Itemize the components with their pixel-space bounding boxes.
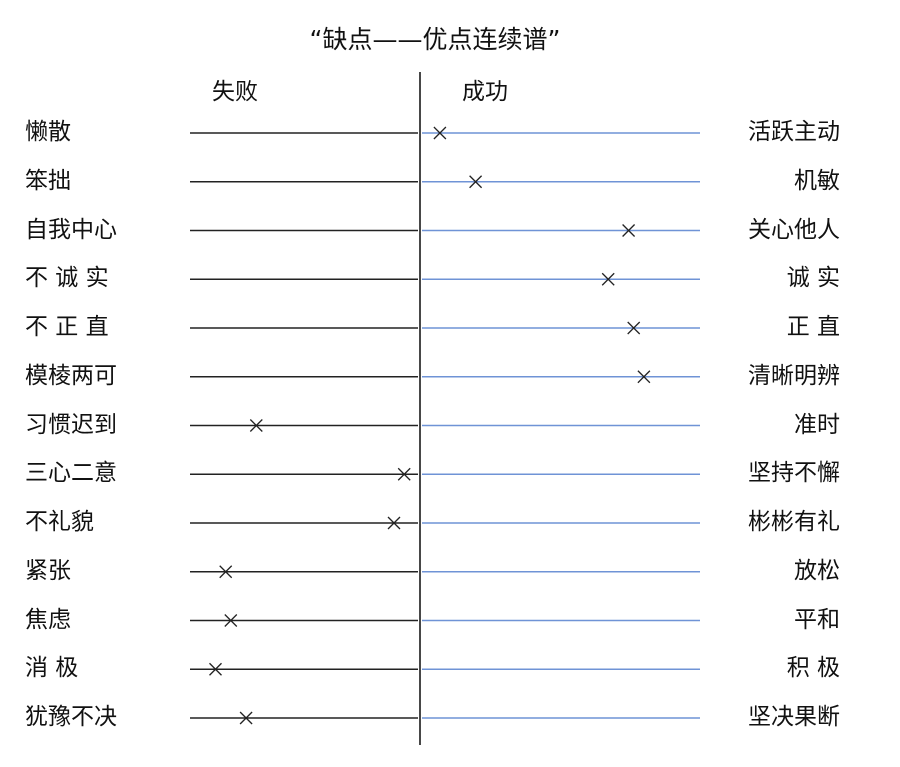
strength-label: 坚持不懈 <box>748 460 840 487</box>
strength-label: 平和 <box>794 606 840 633</box>
weakness-label: 模棱两可 <box>25 362 117 389</box>
strength-label: 关心他人 <box>748 216 840 243</box>
strength-label: 坚决果断 <box>748 704 840 730</box>
diagram-title: “缺点——优点连续谱” <box>309 25 561 54</box>
strength-label: 放松 <box>794 557 840 584</box>
weakness-label: 焦虑 <box>25 606 71 633</box>
x-mark-icon <box>622 224 636 237</box>
weakness-label: 三心二意 <box>25 460 117 487</box>
x-mark-icon <box>239 711 253 725</box>
x-mark-icon <box>433 126 447 140</box>
weakness-label: 不礼貌 <box>25 509 94 535</box>
x-mark-icon <box>637 370 651 384</box>
strength-label: 准时 <box>794 411 840 438</box>
strength-label: 彬彬有礼 <box>748 509 840 535</box>
x-mark-icon <box>387 516 401 530</box>
x-mark-icon <box>219 565 233 579</box>
strength-label: 正 直 <box>786 314 840 340</box>
weakness-label: 自我中心 <box>25 216 117 243</box>
x-mark-icon <box>601 272 615 286</box>
weakness-label: 犹豫不决 <box>25 704 117 730</box>
x-mark-icon <box>469 175 483 189</box>
x-mark-icon <box>397 467 411 481</box>
weakness-label: 不 正 直 <box>25 314 109 340</box>
x-mark-icon <box>249 419 263 432</box>
weakness-label: 习惯迟到 <box>25 411 117 438</box>
failure-heading: 失败 <box>212 79 258 105</box>
strength-label: 机敏 <box>794 167 840 194</box>
strength-label: 积 极 <box>786 655 840 682</box>
weakness-label: 紧张 <box>25 557 71 584</box>
weakness-label: 消 极 <box>25 655 79 682</box>
strength-label: 清晰明辨 <box>748 362 840 389</box>
x-mark-icon <box>209 662 222 676</box>
x-mark-icon <box>224 614 238 627</box>
strength-label: 诚 实 <box>786 265 840 292</box>
weakness-label: 笨拙 <box>25 167 71 194</box>
x-mark-icon <box>627 321 641 335</box>
strength-label: 活跃主动 <box>748 119 840 145</box>
weakness-label: 懒散 <box>25 119 71 145</box>
weakness-label: 不 诚 实 <box>25 265 109 292</box>
success-heading: 成功 <box>462 79 508 105</box>
